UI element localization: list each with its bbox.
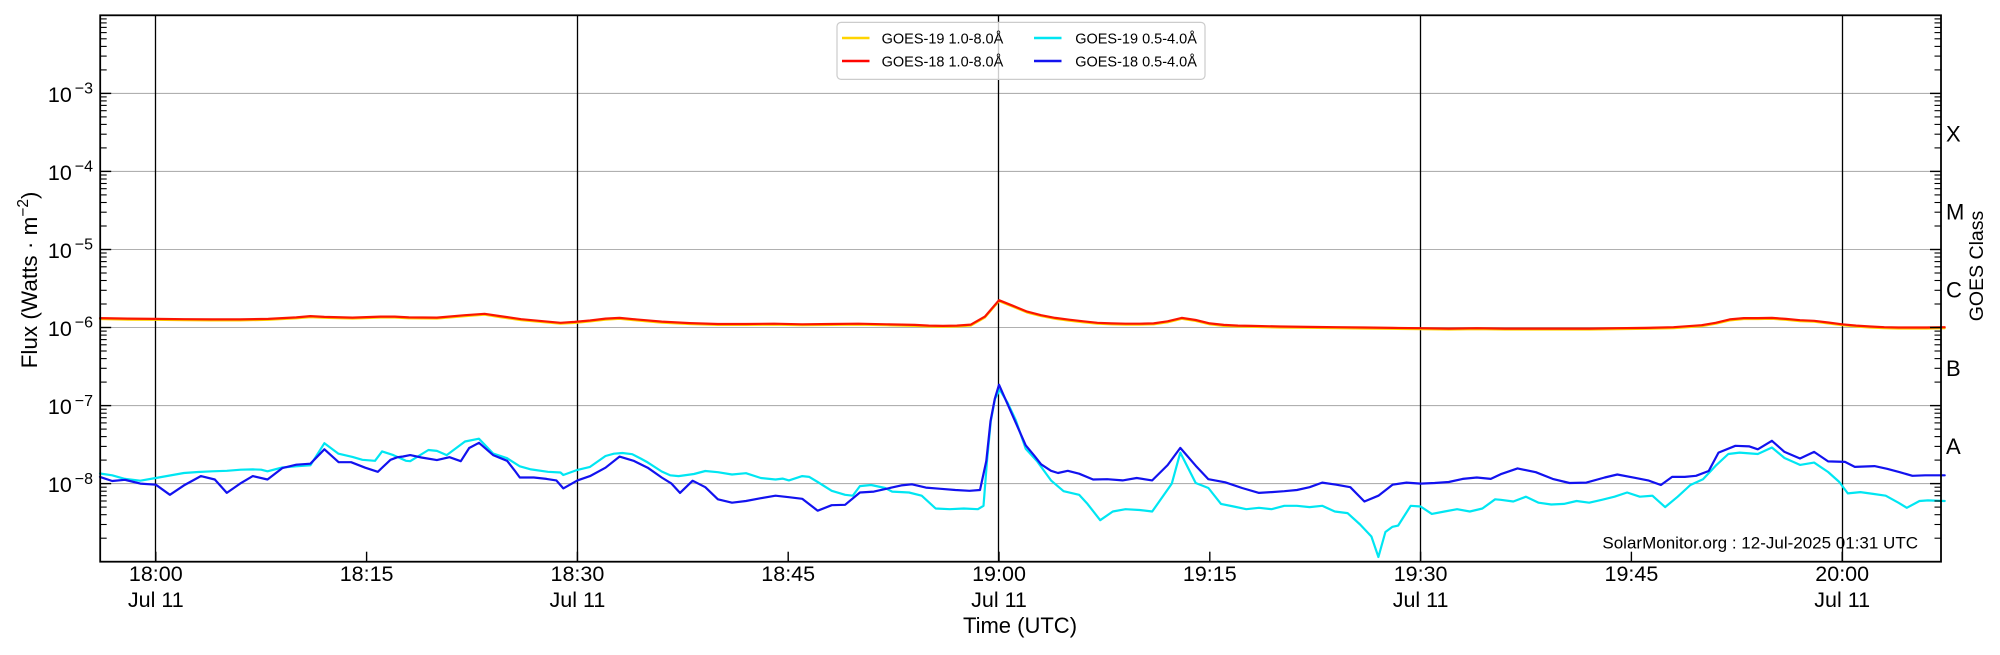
svg-text:GOES-18 1.0-8.0Å: GOES-18 1.0-8.0Å xyxy=(882,53,1004,70)
svg-text:−4: −4 xyxy=(75,159,93,176)
svg-text:−6: −6 xyxy=(75,315,93,332)
svg-text:10: 10 xyxy=(48,473,72,497)
svg-text:−8: −8 xyxy=(75,471,93,488)
svg-text:19:45: 19:45 xyxy=(1604,562,1658,586)
svg-text:10: 10 xyxy=(48,395,72,419)
svg-text:19:30: 19:30 xyxy=(1394,562,1448,586)
svg-text:−5: −5 xyxy=(75,237,93,254)
svg-text:C: C xyxy=(1946,278,1962,303)
svg-text:19:00: 19:00 xyxy=(972,562,1026,586)
svg-text:B: B xyxy=(1946,356,1961,381)
svg-text:19:15: 19:15 xyxy=(1183,562,1237,586)
svg-text:10: 10 xyxy=(48,83,72,107)
svg-text:A: A xyxy=(1946,434,1961,459)
svg-text:10: 10 xyxy=(48,239,72,263)
svg-text:X: X xyxy=(1946,122,1961,147)
svg-text:18:15: 18:15 xyxy=(340,562,394,586)
svg-text:10: 10 xyxy=(48,317,72,341)
svg-text:10: 10 xyxy=(48,161,72,185)
svg-text:18:45: 18:45 xyxy=(761,562,815,586)
svg-text:Time (UTC): Time (UTC) xyxy=(963,613,1077,638)
svg-text:GOES Class: GOES Class xyxy=(1966,210,1988,321)
svg-text:SolarMonitor.org : 12-Jul-2025: SolarMonitor.org : 12-Jul-2025 01:31 UTC xyxy=(1602,534,1918,553)
svg-text:GOES-19 0.5-4.0Å: GOES-19 0.5-4.0Å xyxy=(1075,30,1197,47)
svg-text:Jul 11: Jul 11 xyxy=(1393,588,1449,612)
svg-text:Jul 11: Jul 11 xyxy=(550,588,606,612)
svg-text:Jul 11: Jul 11 xyxy=(971,588,1027,612)
svg-text:Jul 11: Jul 11 xyxy=(128,588,184,612)
svg-text:Jul 11: Jul 11 xyxy=(1814,588,1870,612)
svg-text:−3: −3 xyxy=(75,81,93,98)
svg-text:18:30: 18:30 xyxy=(550,562,604,586)
svg-text:Flux (Watts · m−2): Flux (Watts · m−2) xyxy=(15,192,42,369)
svg-text:M: M xyxy=(1946,200,1964,225)
svg-text:20:00: 20:00 xyxy=(1815,562,1869,586)
svg-text:18:00: 18:00 xyxy=(129,562,183,586)
svg-text:GOES-18 0.5-4.0Å: GOES-18 0.5-4.0Å xyxy=(1075,53,1197,70)
svg-text:GOES-19 1.0-8.0Å: GOES-19 1.0-8.0Å xyxy=(882,30,1004,47)
svg-text:−7: −7 xyxy=(75,393,93,410)
